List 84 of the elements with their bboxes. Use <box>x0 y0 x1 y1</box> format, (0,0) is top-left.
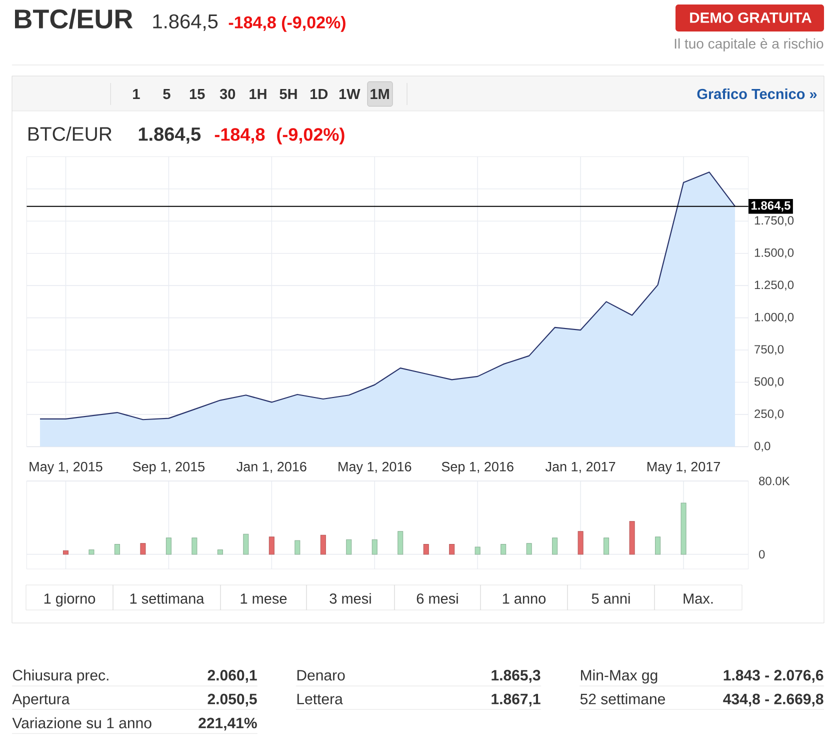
y-tick-label: 0,0 <box>754 442 770 452</box>
text: 1W <box>339 89 360 99</box>
text: BTC/EUR <box>15 8 133 29</box>
x-tick-label: Sep 1, 2016 <box>442 462 514 474</box>
bar <box>372 539 378 555</box>
y-tick-label: 0 <box>758 550 765 559</box>
text: 1 anno <box>502 594 546 604</box>
x-tick-label: Jan 1, 2016 <box>236 462 306 474</box>
bar <box>192 538 198 555</box>
text: 221,41% <box>198 718 257 731</box>
text: -184,8 (-9,02%) <box>228 16 346 32</box>
text: 6 mesi <box>416 593 458 604</box>
bar <box>629 521 635 555</box>
x-tick-label: May 1, 2017 <box>648 462 720 474</box>
text: 30 <box>220 88 236 100</box>
text: -184,8 <box>214 128 265 144</box>
text: 1.864,5 <box>138 127 201 144</box>
text: 1.867,1 <box>492 694 540 707</box>
text: 2.050,5 <box>208 694 257 707</box>
x-tick-label: May 1, 2016 <box>338 462 412 474</box>
y-tick-label: 1.500,0 <box>754 248 794 258</box>
chart-title: BTC/EUR <box>28 126 112 141</box>
text: 1.864,5 <box>153 14 218 31</box>
text: 1 settimana <box>130 593 204 604</box>
y-tick-label: 1.000,0 <box>754 312 794 323</box>
text: 1D <box>310 89 328 99</box>
x-tick-label: May 1, 2015 <box>30 462 102 474</box>
text: 1.865,3 <box>492 670 540 683</box>
bar <box>578 531 584 555</box>
text: 5H <box>280 89 297 100</box>
bar <box>243 534 249 555</box>
text: Denaro <box>297 670 345 681</box>
y-tick-label: 750,0 <box>754 345 784 355</box>
y-tick-label: 80.0K <box>759 476 790 486</box>
text: 15 <box>190 89 205 100</box>
bar <box>114 544 120 555</box>
bar <box>449 544 455 555</box>
bar <box>140 543 146 555</box>
text: Min-Max gg <box>581 670 658 684</box>
text: Max. <box>684 594 713 604</box>
text: Lettera <box>297 694 343 704</box>
bar <box>552 538 558 555</box>
text: 1 mese <box>240 594 287 604</box>
text: Il tuo capitale è a rischio <box>674 38 824 52</box>
bar <box>680 502 686 555</box>
text: 5 <box>163 89 170 100</box>
bar <box>62 550 68 555</box>
bar <box>474 546 480 555</box>
bar <box>217 549 223 555</box>
bar <box>500 544 506 555</box>
x-tick-label: Jan 1, 2017 <box>545 462 616 474</box>
y-tick-label: 1.250,0 <box>754 280 794 291</box>
bar <box>604 538 610 555</box>
bar <box>526 543 532 555</box>
text: 5 anni <box>592 593 630 604</box>
text: 3 mesi <box>330 593 371 604</box>
text: Apertura <box>12 694 70 708</box>
text: 1 giorno <box>44 593 96 607</box>
text: 1M <box>370 89 389 99</box>
text: 1 <box>133 89 140 99</box>
text: 434,8 - 2.669,8 <box>723 694 824 707</box>
bar <box>294 540 300 555</box>
bar <box>346 539 352 555</box>
text: Grafico Tecnico » <box>697 88 817 100</box>
text: 1.843 - 2.076,6 <box>724 670 824 683</box>
bar <box>166 538 172 555</box>
text: Chiusura prec. <box>12 670 108 684</box>
y-tick-label: 1.750,0 <box>754 216 794 226</box>
bar <box>398 531 404 555</box>
bar <box>268 536 274 555</box>
bar <box>88 549 94 555</box>
text: 2.060,1 <box>208 670 257 683</box>
ref-line-label: 1.864,5 <box>751 201 790 212</box>
bar <box>320 534 326 555</box>
text: DEMO GRATUITA <box>690 12 812 23</box>
y-tick-label: 250,0 <box>754 410 784 420</box>
x-tick-label: Sep 1, 2015 <box>132 462 205 474</box>
text: 1H <box>250 89 266 99</box>
text: 52 settimane <box>580 693 665 704</box>
y-tick-label: 500,0 <box>754 377 784 388</box>
text: Variazione su 1 anno <box>12 717 152 728</box>
bar <box>655 536 661 555</box>
bar <box>423 544 429 555</box>
text: (-9,02%) <box>277 128 344 144</box>
